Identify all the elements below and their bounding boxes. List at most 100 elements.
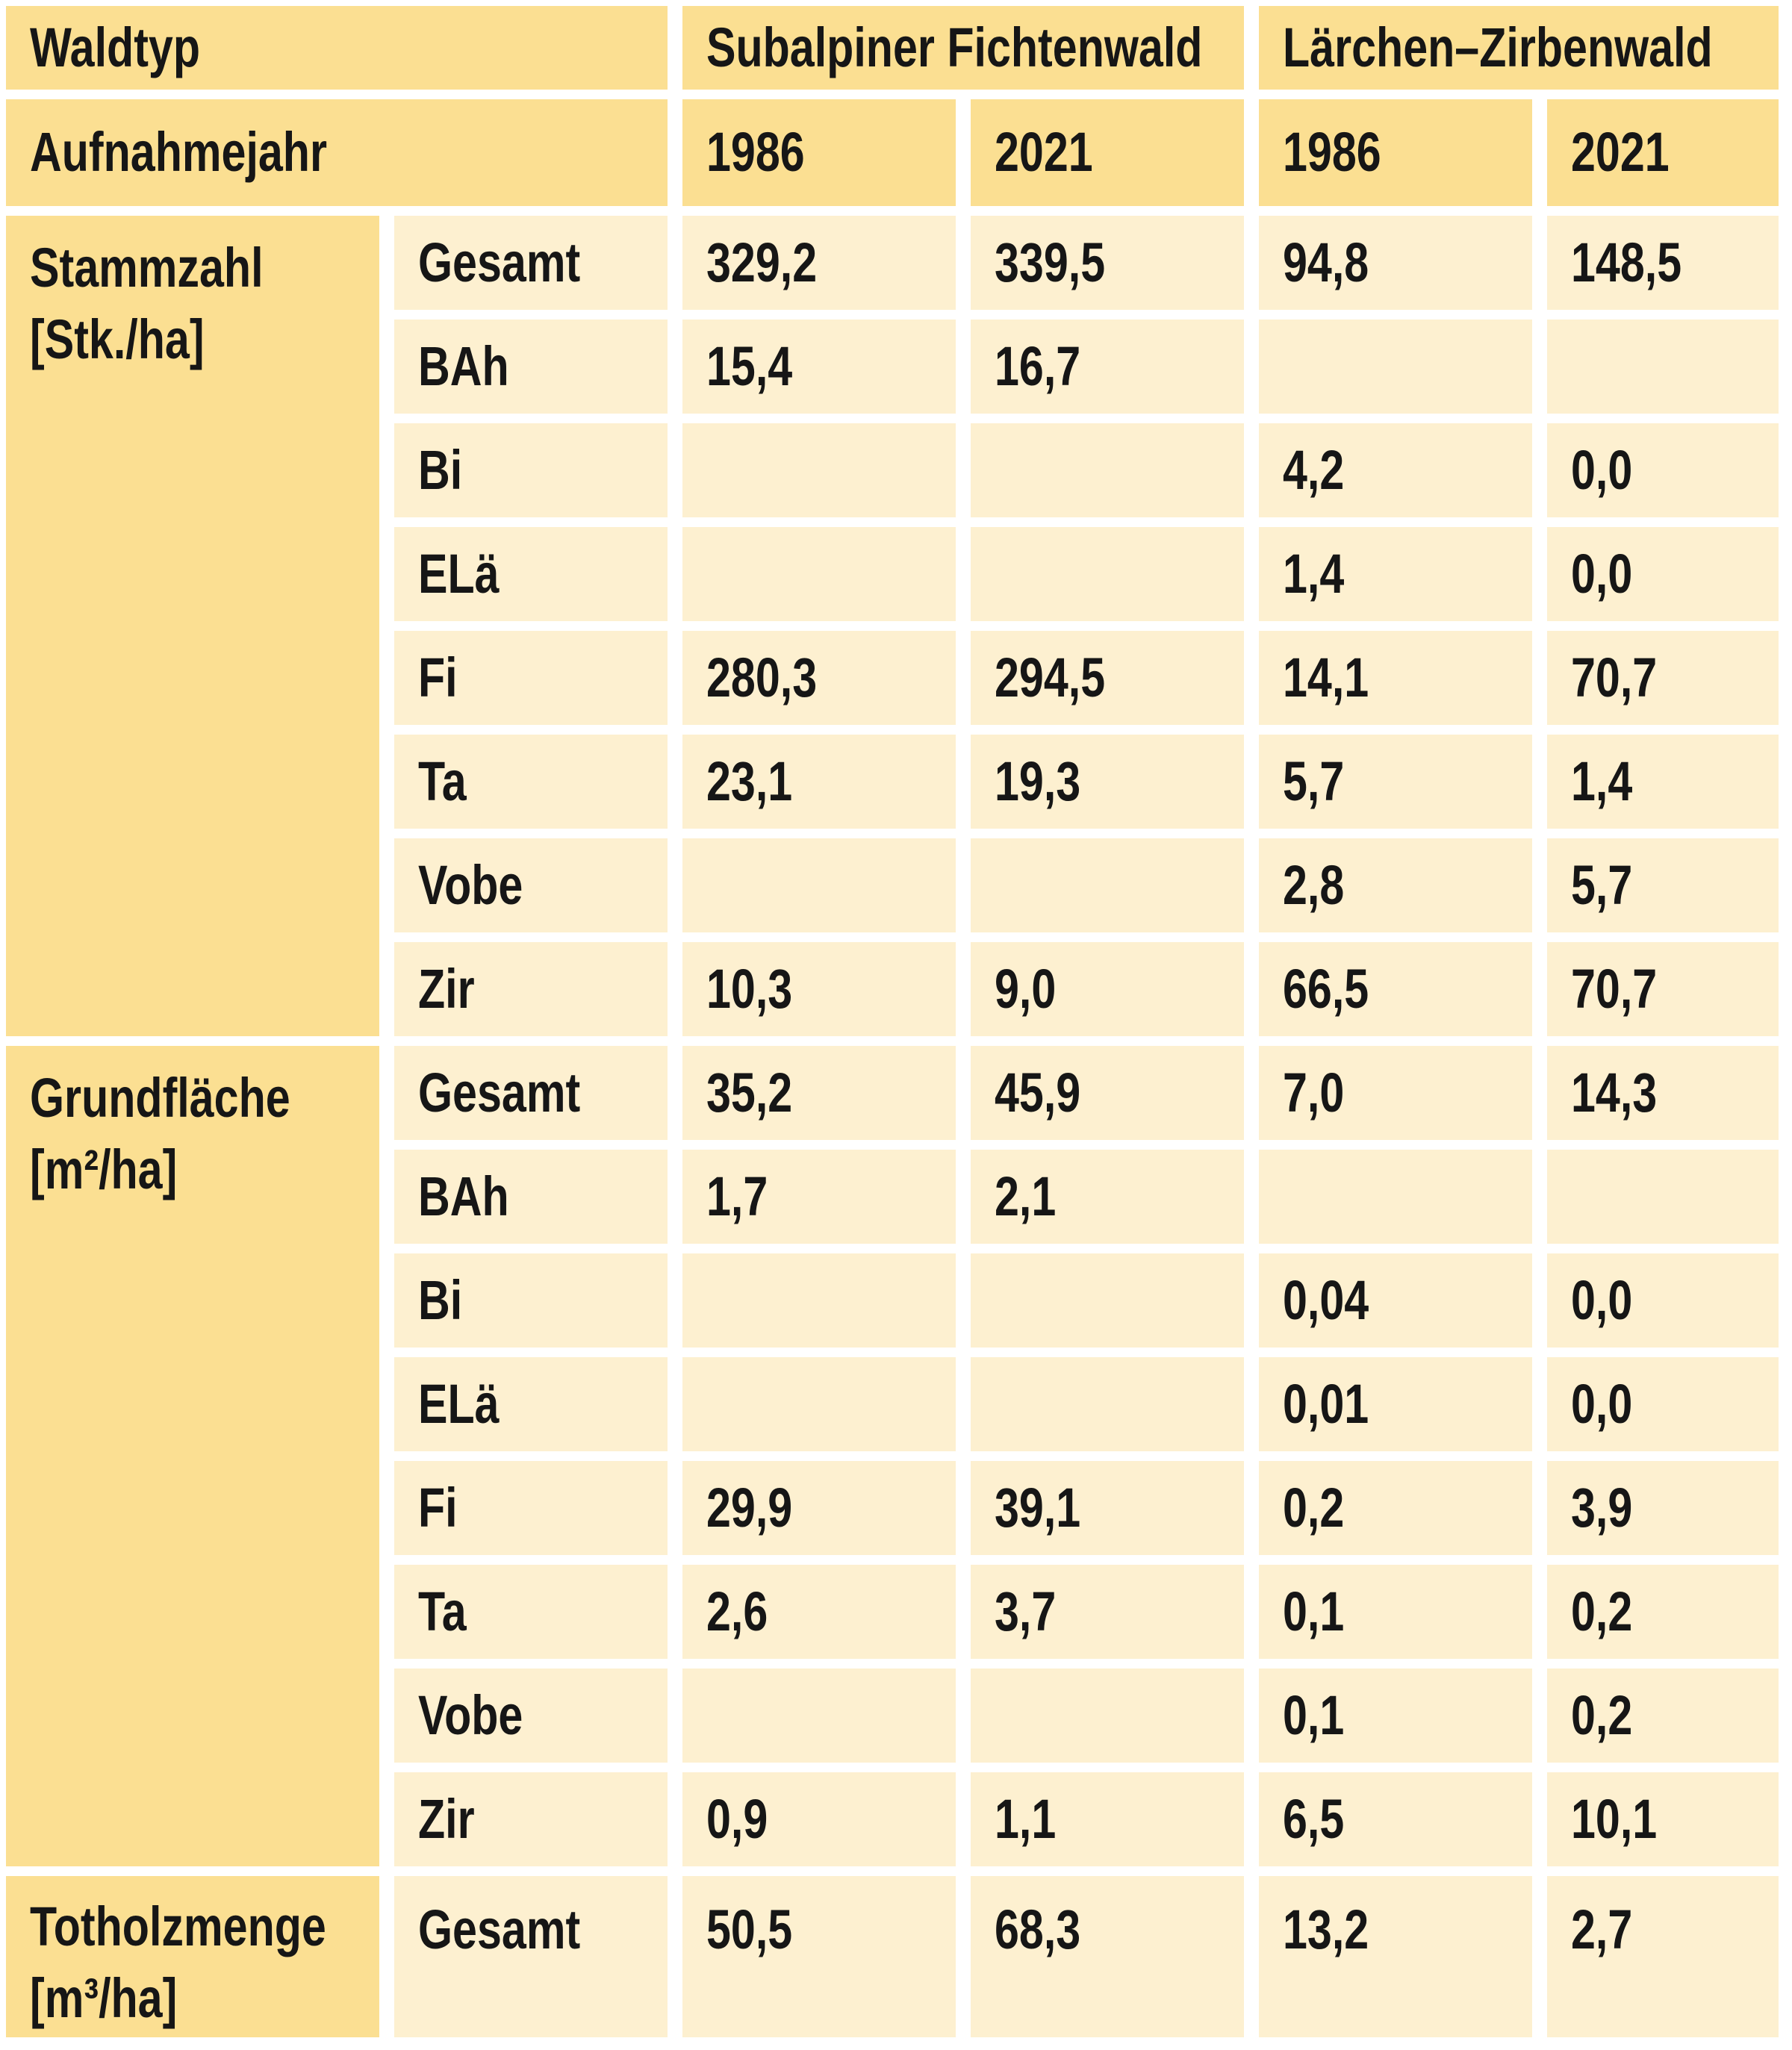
value-cell (682, 1253, 956, 1348)
value-cell: 50,5 (682, 1876, 956, 2037)
cell-value: 0,01 (1283, 1372, 1369, 1435)
cell-value: 10,3 (706, 957, 793, 1020)
species-label: Gesamt (418, 231, 581, 293)
value-cell: 35,2 (682, 1046, 956, 1140)
value-cell (971, 838, 1244, 932)
value-cell: 1,4 (1547, 735, 1779, 829)
species-label: ELä (418, 542, 500, 605)
value-cell: 2,6 (682, 1565, 956, 1659)
species-cell: BAh (394, 320, 668, 414)
cell-value: 15,4 (706, 334, 793, 397)
species-cell: BAh (394, 1150, 668, 1244)
cell-value: 7,0 (1283, 1061, 1345, 1124)
aufnahmejahr-header-cell: Aufnahmejahr (6, 99, 668, 206)
species-label: Fi (418, 1476, 458, 1539)
species-cell: Zir (394, 942, 668, 1036)
value-cell: 0,04 (1259, 1253, 1532, 1348)
section-unit: [m²/ha] (30, 1138, 178, 1201)
value-cell: 2,7 (1547, 1876, 1779, 2037)
cell-value: 0,1 (1283, 1683, 1345, 1746)
waldtyp-header-cell: Waldtyp (6, 6, 668, 90)
value-cell (682, 423, 956, 517)
cell-value: 0,2 (1571, 1580, 1633, 1642)
year-label: 2021 (1571, 121, 1670, 184)
cell-value: 0,2 (1283, 1476, 1345, 1539)
value-cell: 280,3 (682, 631, 956, 725)
value-cell (1259, 1150, 1532, 1244)
species-label: Vobe (418, 853, 523, 916)
species-cell: Vobe (394, 838, 668, 932)
cell-value: 14,3 (1571, 1061, 1658, 1124)
cell-value: 10,1 (1571, 1787, 1658, 1850)
value-cell: 0,0 (1547, 527, 1779, 621)
value-cell: 19,3 (971, 735, 1244, 829)
value-cell (971, 1357, 1244, 1451)
value-cell: 5,7 (1259, 735, 1532, 829)
cell-value: 0,04 (1283, 1268, 1369, 1331)
section-unit: [Stk./ha] (30, 308, 205, 371)
species-label: Gesamt (418, 1061, 581, 1124)
section-label-grundflaeche: Grundfläche [m²/ha] (6, 1046, 379, 1866)
species-cell: Gesamt (394, 216, 668, 310)
value-cell (971, 527, 1244, 621)
value-cell: 0,0 (1547, 1253, 1779, 1348)
cell-value: 0,0 (1571, 542, 1633, 605)
section-unit: [m³/ha] (30, 1967, 178, 2030)
species-cell: Bi (394, 423, 668, 517)
species-cell: Gesamt (394, 1046, 668, 1140)
value-cell (971, 1669, 1244, 1763)
year-header-fichtenwald-2021: 2021 (971, 99, 1244, 206)
value-cell: 10,3 (682, 942, 956, 1036)
value-cell: 9,0 (971, 942, 1244, 1036)
value-cell: 45,9 (971, 1046, 1244, 1140)
cell-value: 94,8 (1283, 231, 1369, 293)
cell-value: 3,9 (1571, 1476, 1633, 1539)
cell-value: 2,8 (1283, 853, 1345, 916)
value-cell: 329,2 (682, 216, 956, 310)
cell-value: 2,6 (706, 1580, 768, 1642)
value-cell: 23,1 (682, 735, 956, 829)
cell-value: 66,5 (1283, 957, 1369, 1020)
cell-value: 45,9 (995, 1061, 1081, 1124)
species-cell: Vobe (394, 1669, 668, 1763)
section-title: Grundfläche (30, 1067, 290, 1129)
value-cell: 0,2 (1547, 1565, 1779, 1659)
cell-value: 6,5 (1283, 1787, 1345, 1850)
cell-value: 339,5 (995, 231, 1106, 293)
value-cell (971, 1253, 1244, 1348)
cell-value: 1,4 (1283, 542, 1345, 605)
species-label: Zir (418, 957, 475, 1020)
cell-value: 16,7 (995, 334, 1081, 397)
species-label: ELä (418, 1372, 500, 1435)
cell-value: 0,0 (1571, 438, 1633, 501)
value-cell: 148,5 (1547, 216, 1779, 310)
value-cell: 294,5 (971, 631, 1244, 725)
cell-value: 0,9 (706, 1787, 768, 1850)
value-cell: 4,2 (1259, 423, 1532, 517)
cell-value: 39,1 (995, 1476, 1081, 1539)
value-cell: 68,3 (971, 1876, 1244, 2037)
species-cell: Ta (394, 1565, 668, 1659)
value-cell: 1,4 (1259, 527, 1532, 621)
value-cell: 16,7 (971, 320, 1244, 414)
value-cell (971, 423, 1244, 517)
species-label: Ta (418, 750, 467, 812)
value-cell: 10,1 (1547, 1772, 1779, 1866)
year-label: 2021 (995, 121, 1093, 184)
cell-value: 0,0 (1571, 1268, 1633, 1331)
cell-value: 50,5 (706, 1898, 793, 1960)
cell-value: 35,2 (706, 1061, 793, 1124)
species-label: Fi (418, 646, 458, 708)
cell-value: 3,7 (995, 1580, 1057, 1642)
section-title: Totholzmenge (30, 1895, 326, 1957)
value-cell: 66,5 (1259, 942, 1532, 1036)
value-cell: 5,7 (1547, 838, 1779, 932)
cell-value: 23,1 (706, 750, 793, 812)
group-header-fichtenwald-label: Subalpiner Fichtenwald (706, 16, 1203, 78)
cell-value: 1,4 (1571, 750, 1633, 812)
waldtyp-header-label: Waldtyp (30, 16, 201, 78)
value-cell: 3,7 (971, 1565, 1244, 1659)
value-cell: 0,0 (1547, 423, 1779, 517)
value-cell: 14,3 (1547, 1046, 1779, 1140)
value-cell: 14,1 (1259, 631, 1532, 725)
